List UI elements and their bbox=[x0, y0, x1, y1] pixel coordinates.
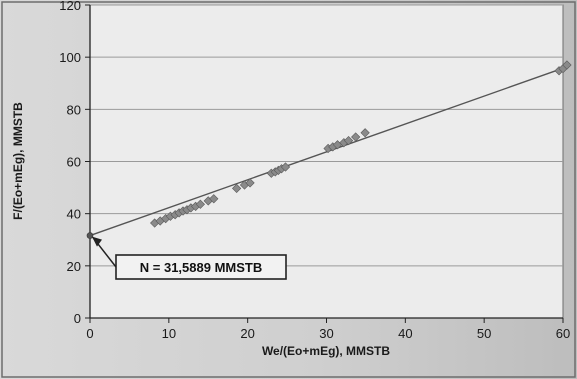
annotation-label: N = 31,5889 MMSTB bbox=[140, 260, 262, 275]
axes: 0 20 40 60 80 100 120 0 10 20 30 40 50 60 bbox=[59, 0, 570, 341]
data-point bbox=[280, 162, 291, 172]
x-tick-label: 60 bbox=[556, 326, 570, 341]
data-point bbox=[343, 136, 354, 146]
x-tick-label: 40 bbox=[398, 326, 412, 341]
x-tick-label: 0 bbox=[86, 326, 93, 341]
data-point bbox=[195, 199, 205, 209]
x-tick-label: 50 bbox=[477, 326, 491, 341]
y-tick-label: 0 bbox=[74, 311, 81, 326]
data-point bbox=[209, 194, 219, 204]
y-tick-label: 120 bbox=[59, 0, 81, 13]
y-axis-title: F/(Eo+mEg), MMSTB bbox=[11, 102, 25, 220]
x-axis-title: We/(Eo+mEg), MMSTB bbox=[262, 344, 390, 358]
data-point bbox=[232, 183, 242, 193]
data-point bbox=[562, 60, 572, 70]
intercept-point bbox=[86, 232, 94, 239]
y-tick-label: 60 bbox=[67, 155, 81, 170]
x-tick-label: 30 bbox=[319, 326, 333, 341]
y-tick-label: 100 bbox=[59, 50, 81, 65]
data-point bbox=[360, 128, 370, 138]
data-point bbox=[351, 132, 361, 142]
data-points bbox=[150, 60, 572, 228]
y-tick-label: 80 bbox=[67, 102, 81, 117]
y-tick-label: 20 bbox=[67, 259, 81, 274]
data-point bbox=[245, 178, 255, 188]
annotation: N = 31,5889 MMSTB bbox=[86, 232, 287, 280]
annotation-box bbox=[115, 254, 287, 280]
x-tick-label: 10 bbox=[162, 326, 176, 341]
y-tick-label: 40 bbox=[67, 207, 81, 222]
annotation-arrowhead bbox=[92, 236, 102, 247]
x-tick-label: 20 bbox=[240, 326, 254, 341]
